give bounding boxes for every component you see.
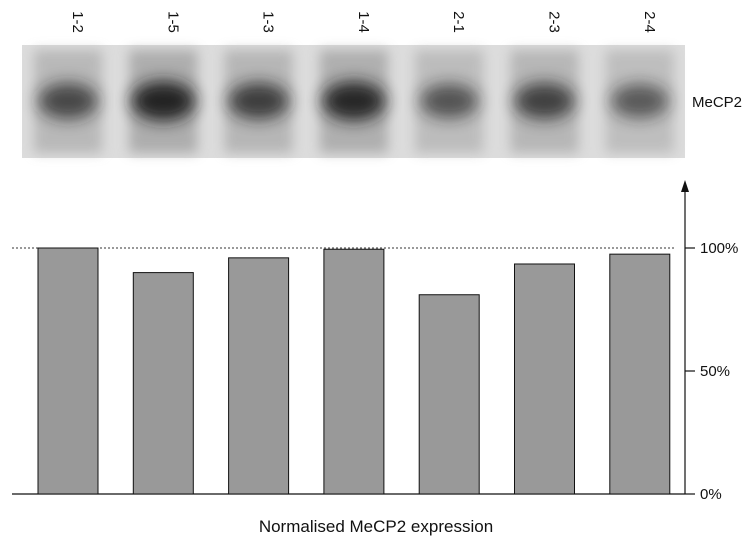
blot-band-1-3 bbox=[228, 82, 289, 120]
lane-labels: 1-2 1-5 1-3 1-4 2-1 2-3 2-4 bbox=[69, 11, 658, 33]
bands bbox=[38, 81, 669, 121]
blot-protein-label: MeCP2 bbox=[692, 94, 742, 111]
bar-1-5 bbox=[132, 272, 194, 495]
y-tick-label-0: 0% bbox=[700, 486, 722, 503]
bars bbox=[37, 247, 671, 495]
bar-1-2 bbox=[37, 247, 99, 495]
y-axis-arrowhead bbox=[681, 180, 689, 192]
lane-label-2-1: 2-1 bbox=[450, 11, 467, 33]
bar-chart: 0% 50% 100% Normalised MeCP2 expression bbox=[12, 180, 738, 536]
blot-band-1-4 bbox=[322, 81, 386, 121]
y-tick-label-100: 100% bbox=[700, 240, 738, 257]
bar-1-3 bbox=[228, 257, 290, 495]
lane-label-1-2: 1-2 bbox=[69, 11, 86, 33]
blot-band-2-4 bbox=[611, 83, 669, 119]
lane-label-1-3: 1-3 bbox=[260, 11, 277, 33]
lane-label-2-4: 2-4 bbox=[641, 11, 658, 33]
lane-label-1-4: 1-4 bbox=[355, 11, 372, 33]
blot-band-1-2 bbox=[38, 82, 98, 120]
x-axis-title: Normalised MeCP2 expression bbox=[259, 517, 493, 536]
bar-2-3 bbox=[514, 263, 575, 495]
bar-1-4 bbox=[323, 248, 385, 495]
blot-band-2-3 bbox=[514, 82, 575, 120]
western-blot: 1-2 1-5 1-3 1-4 2-1 2-3 2-4 MeCP2 bbox=[22, 11, 742, 158]
blot-band-2-1 bbox=[420, 83, 479, 119]
bar-2-1 bbox=[418, 294, 480, 495]
lane-label-1-5: 1-5 bbox=[164, 11, 181, 33]
y-ticks: 0% 50% 100% bbox=[685, 240, 738, 503]
blot-band-1-5 bbox=[131, 81, 196, 121]
bar-2-4 bbox=[609, 253, 671, 495]
y-tick-label-50: 50% bbox=[700, 363, 730, 380]
lane-label-2-3: 2-3 bbox=[546, 11, 563, 33]
